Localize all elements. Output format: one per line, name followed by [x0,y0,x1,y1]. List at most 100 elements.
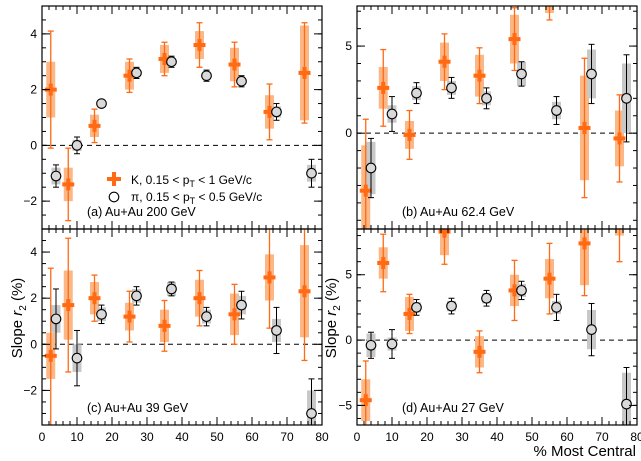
kaon-point [162,52,167,65]
x-tick-label: 80 [315,430,329,444]
y-tick-label: 0 [30,138,37,152]
pion-point [516,68,527,80]
pion-point [306,167,317,179]
kaon-point [582,237,587,250]
x-tick-label: 70 [280,430,294,444]
pion-point [166,283,177,295]
pion-point [306,408,317,419]
pion-point [131,67,142,79]
y-tick-label: 5 [345,268,352,282]
pion-point [411,302,422,313]
pion-point [96,98,107,109]
pion-point [50,313,62,325]
kaon-point [162,319,167,332]
panel-frame [356,5,638,230]
panel-label: (b) Au+Au 62.4 GeV [402,205,515,219]
legend-kaon-marker [107,172,121,186]
pion-point [271,325,282,336]
ylabel-right: Slope r2 (%) [323,278,343,359]
kaon-point [477,69,482,82]
pion-point [71,352,83,364]
x-tick-label: 50 [525,430,539,444]
x-tick-label: 0 [39,430,46,444]
kaon-point [66,299,71,312]
kaon-point [442,229,447,238]
pion-point [236,299,247,311]
y-tick-label: 5 [345,39,352,53]
pion-point [96,308,107,320]
y-tick-label: 4 [30,27,37,41]
kaon-point [197,39,202,52]
panel-label: (d) Au+Au 27 GeV [402,401,504,415]
x-tick-label: 10 [385,430,399,444]
kaon-point [381,81,386,94]
kaon-point [512,33,517,46]
y-tick-label: 2 [30,83,37,97]
pion-point [551,105,562,116]
kaon-point [92,292,97,305]
pion-point [201,70,212,82]
y-tick-label: 2 [30,291,37,305]
x-tick-label: 40 [175,430,189,444]
kaon-point [48,83,53,96]
kaon-point [512,284,517,297]
kaon-point [547,272,552,285]
x-tick-label: 0 [354,430,361,444]
y-tick-label: −5 [338,398,352,412]
panels: −2 0 2 4 (a) Au+Au 200 GeV 0 5 (b) Au+Au 62.4 G… [23,5,641,444]
y-tick-label: −2 [23,383,37,397]
pion-point [50,170,62,182]
y-tick-label: 0 [30,337,37,351]
pion-point [131,290,142,302]
y-tick-label: 0 [345,126,352,140]
pion-point [365,162,377,174]
kaon-point [267,105,272,118]
pion-point [481,292,492,304]
kaon-point [442,55,447,68]
x-tick-label: 50 [210,430,224,444]
legend-kaon-label: K, 0.15 < pT < 1 GeV/c [131,173,252,189]
x-tick-label: 70 [595,430,609,444]
x-tick-label: 10 [70,430,84,444]
pion-point [365,339,377,351]
kaon-point [477,345,482,358]
kaon-point [232,308,237,321]
kaon-point [127,310,132,323]
panel-2: 0 5 (b) Au+Au 62.4 GeV [345,5,638,230]
pion-point [166,56,177,68]
pion-point [516,285,527,296]
x-tick-label: 40 [490,430,504,444]
xlabel: % Most Central [533,443,636,460]
kaon-point [407,128,412,141]
kaon-point [302,285,307,298]
legend: K, 0.15 < pT < 1 GeV/c π, 0.15 < pT < 0.… [107,172,262,206]
kaon-point [66,178,71,191]
pion-point [201,311,212,322]
x-tick-label: 60 [245,430,259,444]
y-tick-label: 4 [30,245,37,259]
kaon-point [232,58,237,71]
pion-point [446,82,457,94]
panel-label: (a) Au+Au 200 GeV [87,205,196,219]
kaon-point [363,394,368,407]
y-tick-label: 0 [345,333,352,347]
kaon-point [127,69,132,82]
kaon-point [302,66,307,79]
pion-point [621,92,632,104]
kaon-point [92,119,97,132]
kaon-point [363,184,368,197]
kaon-point [267,271,272,284]
panel-label: (c) Au+Au 39 GeV [87,401,189,415]
kaon-point [197,292,202,305]
legend-pion-marker [108,191,120,203]
pion-point [71,140,83,151]
ylabel-left: Slope r2 (%) [9,278,29,359]
pion-point [386,108,398,120]
pion-point [236,75,247,87]
pion-point [271,106,282,118]
x-tick-label: 60 [560,430,574,444]
plot-area [42,229,322,425]
